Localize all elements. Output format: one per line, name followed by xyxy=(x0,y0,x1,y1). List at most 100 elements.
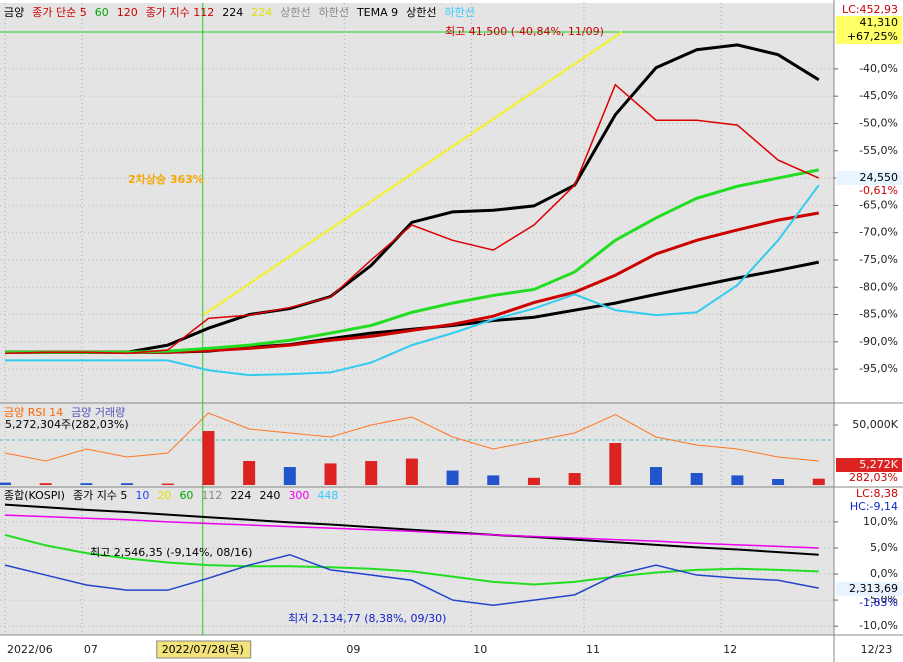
cursor-label: 2022/07/28(목) xyxy=(162,643,244,656)
y-tick-label: -5,0% xyxy=(866,593,898,606)
legend-item: 상한선 xyxy=(406,6,436,19)
volume-bar xyxy=(812,478,825,485)
axis-label: HC:-9,14 xyxy=(850,500,898,513)
y-tick-label: -40,0% xyxy=(859,62,898,75)
legend-item: 종가 지수 5 xyxy=(73,489,127,502)
y-tick-label: -65,0% xyxy=(859,198,898,211)
legend-item: 20 xyxy=(157,489,171,502)
volume-bar xyxy=(283,467,296,485)
legend-item: TEMA 9 xyxy=(356,6,398,19)
legend-item: 하한선 xyxy=(445,5,475,19)
y-tick-label: 0,0% xyxy=(870,567,898,580)
axis-label: 24,550 xyxy=(860,171,899,184)
y-tick-label: -70,0% xyxy=(859,226,898,239)
legend-item: 224 xyxy=(222,6,243,19)
series-line xyxy=(4,533,819,586)
volume-bar xyxy=(446,470,459,485)
volume-bar xyxy=(324,463,337,485)
y-tick-label: -50,0% xyxy=(859,116,898,129)
price-box xyxy=(836,171,902,185)
x-tick-label: 12 xyxy=(723,643,737,656)
volume-bar xyxy=(80,483,93,485)
volume-bar xyxy=(365,461,378,485)
annotation: 최저 2,134,77 (8,38%, 09/30) xyxy=(288,612,446,625)
y-tick-label: 10,0% xyxy=(863,515,898,528)
legend-item: 300 xyxy=(288,489,309,502)
volume-bar xyxy=(731,475,744,485)
plot-area xyxy=(0,3,834,635)
x-tick-label: 09 xyxy=(346,643,360,656)
y-tick-label: -80,0% xyxy=(859,280,898,293)
legend-item: 금양 xyxy=(4,6,24,19)
legend-item: 60 xyxy=(95,6,109,19)
volume-bar xyxy=(0,482,11,485)
x-tick-label: 11 xyxy=(586,643,600,656)
axis-label: 41,310 xyxy=(860,16,899,29)
y-tick-label: -55,0% xyxy=(859,144,898,157)
series-line xyxy=(5,43,820,354)
series-line xyxy=(4,412,819,462)
y-tick-label: 5,0% xyxy=(870,541,898,554)
legend-item: 종가 단순 5 xyxy=(32,6,86,19)
y-tick-label: -45,0% xyxy=(859,89,898,102)
x-tick-label: 12/23 xyxy=(861,643,893,656)
y-tick-label: -75,0% xyxy=(859,253,898,266)
volume-bar xyxy=(405,458,418,485)
volume-bar xyxy=(690,473,703,485)
volume-bar xyxy=(568,473,581,485)
series-line xyxy=(4,503,819,556)
annotation: 최고 41,500 (-40,84%, 11/09) xyxy=(445,25,604,38)
y-tick-label: -85,0% xyxy=(859,308,898,321)
x-tick-label: 07 xyxy=(84,643,98,656)
legend-item: 상한선 xyxy=(280,6,310,19)
cursor-label-bg xyxy=(156,640,252,659)
legend-item: 금양 거래량 xyxy=(71,406,125,419)
legend-item: 448 xyxy=(317,489,338,502)
price-box xyxy=(836,582,902,596)
volume-bar xyxy=(243,461,256,485)
x-tick-label: 10 xyxy=(473,643,487,656)
legend-item: 종합(KOSPI) xyxy=(4,489,65,502)
price-box xyxy=(836,458,902,472)
volume-bar xyxy=(39,483,52,485)
legend-item: 224 xyxy=(230,489,251,502)
legend-item: 종가 지수 112 xyxy=(146,6,214,19)
y-tick-label: -90,0% xyxy=(859,335,898,348)
axis-label: -1,83% xyxy=(859,596,898,609)
price-box xyxy=(836,16,902,30)
price-box xyxy=(836,30,902,44)
volume-bar xyxy=(202,431,215,485)
axis-label: 5,272K xyxy=(859,458,898,471)
annotation: 최고 2,546,35 (-9,14%, 08/16) xyxy=(90,546,252,559)
volume-bar xyxy=(772,479,785,485)
volume-bar xyxy=(609,443,622,485)
axis-label: 282,03% xyxy=(849,471,898,484)
series-line xyxy=(4,553,819,607)
legend-item: 240 xyxy=(259,489,280,502)
axis-label: -0,61% xyxy=(859,184,898,197)
legend-item: 하한선 xyxy=(319,5,349,19)
legend-item: 10 xyxy=(135,489,149,502)
volume-bar xyxy=(121,483,134,485)
volume-bar xyxy=(161,483,174,485)
x-tick-label: 2022/06 xyxy=(7,643,53,656)
volume-bar xyxy=(650,467,663,485)
axis-label: +67,25% xyxy=(847,30,898,43)
legend-item: 120 xyxy=(117,6,138,19)
trend-line xyxy=(202,30,623,317)
annotation: 5,272,304주(282,03%) xyxy=(5,418,129,431)
series-line xyxy=(4,514,819,549)
annotation: 2차상승 363% xyxy=(128,172,204,186)
axis-label: LC:452,93 xyxy=(842,3,898,16)
series-line xyxy=(5,184,820,377)
legend-item: 112 xyxy=(201,489,222,502)
volume-bar xyxy=(527,477,540,485)
axis-label: LC:8,38 xyxy=(856,487,898,500)
y-tick-label: 50,000K xyxy=(852,418,898,431)
axis-label: 2,313,69 xyxy=(849,582,898,595)
legend-item: 60 xyxy=(179,489,193,502)
volume-bar xyxy=(487,475,500,485)
y-tick-label: -10,0% xyxy=(859,619,898,632)
